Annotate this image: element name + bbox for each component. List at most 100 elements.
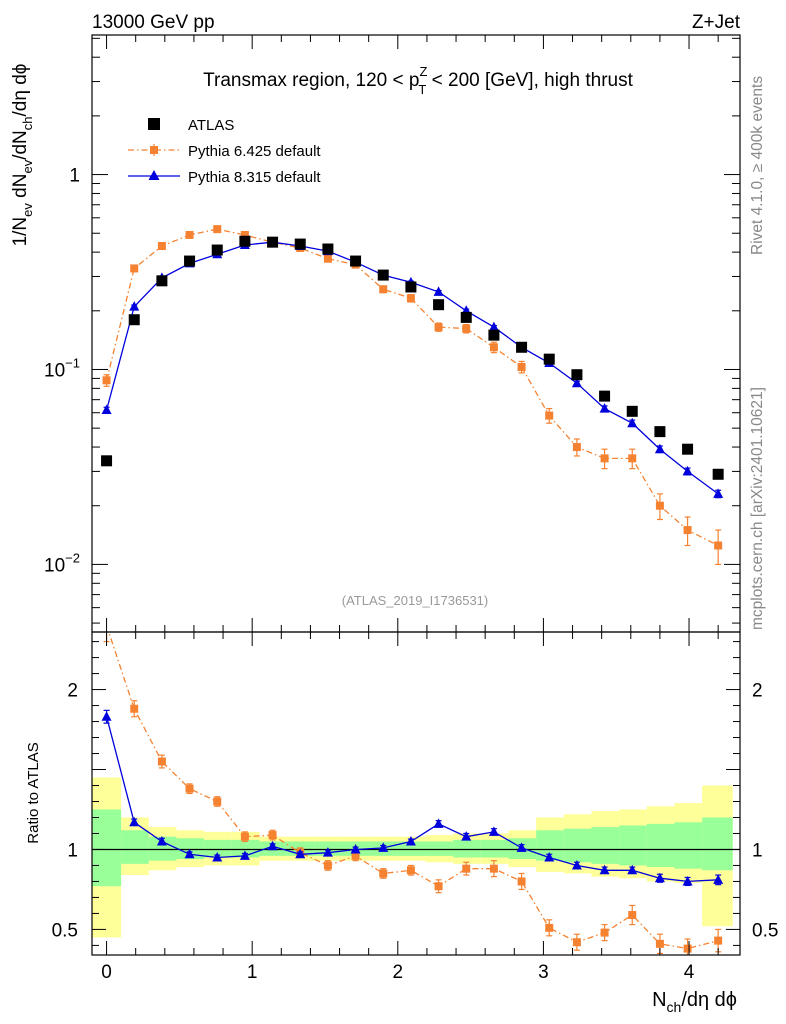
atlas-point (211, 244, 223, 256)
atlas-point (377, 269, 389, 281)
atlas-point (460, 311, 472, 323)
pythia8-point (461, 831, 472, 841)
pythia6-ratio-point (379, 869, 388, 878)
pythia8-point (350, 843, 361, 854)
ratio-y-tick-label-right: 2 (752, 681, 763, 702)
pythia8-point (129, 816, 140, 827)
ratio-y-tick-labels: 0.5 0.5 1 1 2 2 (52, 681, 779, 942)
ratio-panel: 0.5 0.5 1 1 2 2 0 1 2 3 4 Ratio to ATLAS Nch/dη d… (25, 631, 779, 1015)
rivet-version-label: Rivet 4.1.0, ≥ 400k events (749, 76, 766, 255)
pythia8-point (654, 443, 665, 454)
y-tick-base: 10 (44, 555, 65, 576)
pythia6-ratio-point (351, 851, 360, 860)
pythia6-ratio-point (157, 757, 166, 766)
atlas-point (184, 255, 196, 267)
ratio-y-tick-label-right: 1 (752, 840, 763, 861)
green-band-bin (121, 830, 149, 864)
pythia6-ratio-point (434, 882, 443, 891)
pythia8-point (627, 417, 638, 428)
atlas-point (433, 299, 445, 311)
ratio-y-tick-label-left: 1 (67, 840, 78, 861)
ratio-frame (91, 631, 741, 956)
atlas-point (294, 238, 306, 250)
x-axis-label: Nch/dη dϕ (652, 989, 737, 1015)
green-band-bin (563, 828, 592, 863)
pythia8-point (433, 286, 444, 296)
atlas-point (101, 455, 113, 467)
green-band-bin (92, 809, 122, 887)
pythia8-point (101, 404, 112, 414)
ylabel-c: /dN (10, 130, 31, 160)
legend-pythia8-marker (148, 170, 160, 180)
chart-title: Transmax region, 120 < pZ T < 200 [GeV], … (203, 64, 633, 97)
pythia8-point (184, 848, 195, 859)
pythia6-point (545, 411, 554, 420)
atlas-point (571, 369, 583, 381)
main-data-layer (101, 225, 724, 566)
pythia8-point (654, 872, 665, 883)
ratio-y-axis-label: Ratio to ATLAS (25, 742, 42, 843)
green-band-bin (425, 841, 454, 856)
pythia8-point (571, 859, 582, 870)
pythia6-ratio-point (240, 832, 249, 841)
pythia6-point (628, 454, 637, 463)
atlas-point (712, 468, 724, 480)
x-tick-label: 0 (101, 962, 112, 983)
atlas-point (599, 390, 611, 402)
pythia8-point (682, 875, 693, 886)
y-axis-label: 1/Nev dNev/dNch/dη dϕ (10, 64, 35, 247)
green-band-bin (480, 839, 509, 858)
pythia6-point (130, 264, 139, 273)
pythia8-point (713, 488, 724, 498)
pythia6-point (240, 230, 249, 239)
pythia8-point (322, 847, 333, 857)
ratio-clip-group (101, 632, 724, 955)
pythia8-point (599, 403, 610, 413)
x-tick-label: 3 (538, 962, 549, 983)
pythia6-point (714, 541, 723, 550)
ylabel-a-sub: ev (20, 203, 35, 217)
atlas-point (350, 255, 362, 267)
pythia6-point (406, 294, 415, 303)
x-tick-labels: 0 1 2 3 4 (101, 962, 694, 983)
atlas-point (654, 426, 666, 438)
ylabel-b: dN (10, 174, 31, 204)
green-band-bin (646, 823, 675, 868)
xlabel-rest: /dη dϕ (681, 989, 737, 1011)
pythia8-point (239, 850, 250, 860)
pythia8-point (682, 465, 693, 476)
header-left-label: 13000 GeV pp (92, 12, 215, 33)
pythia8-point (599, 864, 610, 875)
pythia6-line (105, 228, 719, 547)
pythia6-point (434, 323, 443, 332)
title-sup: Z (419, 64, 427, 79)
xlabel-sub: ch (667, 999, 682, 1015)
atlas-point (405, 281, 417, 293)
legend-pythia6-label: Pythia 6.425 default (188, 143, 321, 160)
x-tick-label: 1 (247, 962, 258, 983)
y-tick-label: 10−2 (44, 550, 80, 576)
atlas-point (322, 243, 334, 255)
green-band-bin (619, 825, 647, 866)
pythia6-ratio-point (406, 866, 415, 875)
y-tick-label: 1 (69, 166, 80, 187)
pythia8-point (433, 818, 444, 828)
pythia8-point (571, 377, 582, 388)
pythia6-point (517, 362, 526, 371)
pythia6-ratio-point (655, 939, 664, 948)
legend-atlas-marker (148, 118, 160, 130)
pythia8-point (267, 840, 278, 851)
x-tick-label: 2 (393, 962, 404, 983)
green-band-bin (674, 822, 703, 869)
atlas-point (516, 341, 528, 353)
ratio-y-tick-label-left: 2 (67, 681, 78, 702)
ratio-bands (92, 777, 733, 938)
pythia6-ratio-point (185, 784, 194, 793)
main-y-tick-labels: 10−210−11 (44, 166, 80, 577)
pythia8-point (212, 851, 223, 862)
pythia8-point (516, 842, 527, 852)
pythia8-point (627, 864, 638, 875)
pythia6-ratio-point (462, 864, 471, 873)
pythia6-ratio-point (489, 864, 498, 873)
